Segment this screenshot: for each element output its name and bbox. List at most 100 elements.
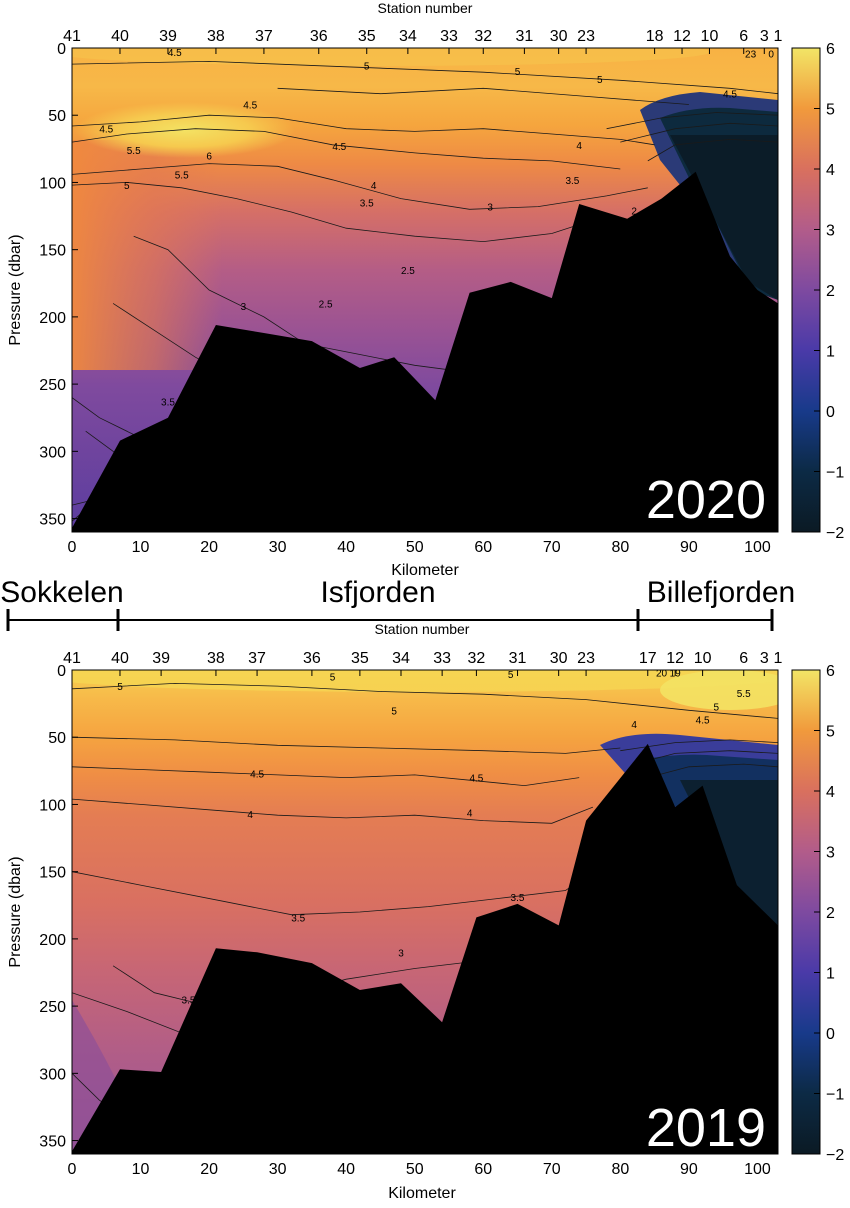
contour-line [72,114,655,146]
station-label: 39 [152,650,170,667]
x-axis-2020: 0 10 20 30 40 50 60 70 80 90 100 [68,526,771,556]
x-axis-label-2019: Kilometer [388,1185,456,1202]
colorbar-ticks-2019: 6 5 4 3 2 1 0 −1 −2 [814,663,844,1164]
y-tick-label: 250 [39,377,66,394]
contour-label: 3.5 [161,398,175,409]
y-tick-label: 50 [48,108,66,125]
station-label: 36 [310,28,328,45]
contour-line [72,736,621,754]
colorbar-tick-label: 2 [826,905,835,922]
contour-line [72,60,778,95]
contour-label: 4.5 [168,48,182,59]
contour-line [72,181,594,243]
station-label: 6 [739,650,748,667]
contour-label: 4 [631,720,637,731]
station-label: 30 [550,28,568,45]
contour-line [72,871,594,916]
y-tick-label: 250 [39,999,66,1016]
colorbar-tick-label: 2 [826,283,835,300]
colorbar-tick-label: 5 [826,102,835,119]
colorbar-tick-label: 3 [826,845,835,862]
colorbar-tick-label: 6 [826,663,835,680]
y-tick-label: 300 [39,444,66,461]
x-tick-label: 80 [611,1161,629,1178]
contour-label: 5 [124,181,130,192]
colorbar-tick-label: −1 [826,465,844,482]
contour-label: 5 [117,682,123,693]
station-label: 41 [63,28,81,45]
contour-line [647,138,778,162]
contour-line [620,122,778,143]
contour-label: 5.5 [737,689,751,700]
contour-line [633,750,778,765]
contour-label: 0 [768,49,774,60]
station-label: 32 [474,28,492,45]
region-bar: Sokkelen Isfjorden Billefjorden [0,576,795,631]
station-label: 23 [577,28,595,45]
contour-label: 3.5 [511,893,525,904]
contour-label: 23 [745,49,757,60]
station-label: 35 [351,650,369,667]
contour-label: 4 [576,141,582,152]
station-label: 12 [666,650,684,667]
colorbar-tick-label: 3 [826,223,835,240]
station-label: 40 [111,650,129,667]
x-tick-label: 20 [200,539,218,556]
contour-label: 3.5 [360,199,374,210]
plot-frame-2020 [71,47,779,533]
contour-label: 3.5 [291,913,305,924]
station-label: 10 [701,28,719,45]
y-tick-label: 0 [57,41,66,58]
colorbar-tick-label: −1 [826,1087,844,1104]
station-axis-2020: 41 40 39 38 37 36 35 34 33 32 31 30 23 18 12 10 6 3 1 [63,28,783,54]
x-tick-label: 0 [68,1161,77,1178]
y-axis-2019: 0 50 100 150 200 250 300 350 [39,663,78,1151]
contour-label: 3.5 [182,995,196,1006]
colorbar-tick-label: 5 [826,724,835,741]
y-tick-label: 150 [39,865,66,882]
contour-label: 4.5 [723,90,737,101]
plot-frame-2019 [71,669,779,1155]
contour-label: 4 [467,809,473,820]
colorbar-tick-label: 0 [826,1026,835,1043]
top-axis-label-2020: Station number [378,0,473,16]
contour-label: 2 [631,207,637,218]
contour-label: 4.5 [99,125,113,136]
contour-label: 3 [241,302,247,313]
colorbar-ticks-2020: 6 5 4 3 2 1 0 −1 −2 [814,41,844,542]
x-tick-label: 40 [337,1161,355,1178]
contour-label: 4 [247,810,253,821]
contour-line [277,87,689,105]
x-tick-label: 30 [269,1161,287,1178]
y-tick-label: 200 [39,932,66,949]
y-tick-label: 50 [48,730,66,747]
y-axis-2020: 0 50 100 150 200 250 300 350 [39,41,78,529]
station-label: 12 [673,28,691,45]
seabed-2020 [72,171,778,532]
station-label: 18 [646,28,664,45]
station-label: 31 [509,650,527,667]
contour-line [606,112,778,130]
y-tick-label: 100 [39,797,66,814]
station-label: 37 [255,28,273,45]
contour-label: 5 [597,75,603,86]
station-label: 34 [392,650,410,667]
colorbar-tick-label: 6 [826,41,835,58]
station-label: 38 [207,650,225,667]
x-tick-label: 50 [406,539,424,556]
contour-label: 5 [364,62,370,73]
contour-label: 2.5 [401,266,415,277]
station-label: 35 [358,28,376,45]
station-label: 3 [760,650,769,667]
station-label: 36 [303,650,321,667]
contour-label: 5 [714,702,720,713]
y-tick-label: 100 [39,175,66,192]
station-label: 6 [739,28,748,45]
station-label: 39 [159,28,177,45]
contour-label: 3 [487,203,493,214]
y-tick-label: 150 [39,243,66,260]
seabed-2019 [72,743,778,1154]
station-label: 17 [639,650,657,667]
